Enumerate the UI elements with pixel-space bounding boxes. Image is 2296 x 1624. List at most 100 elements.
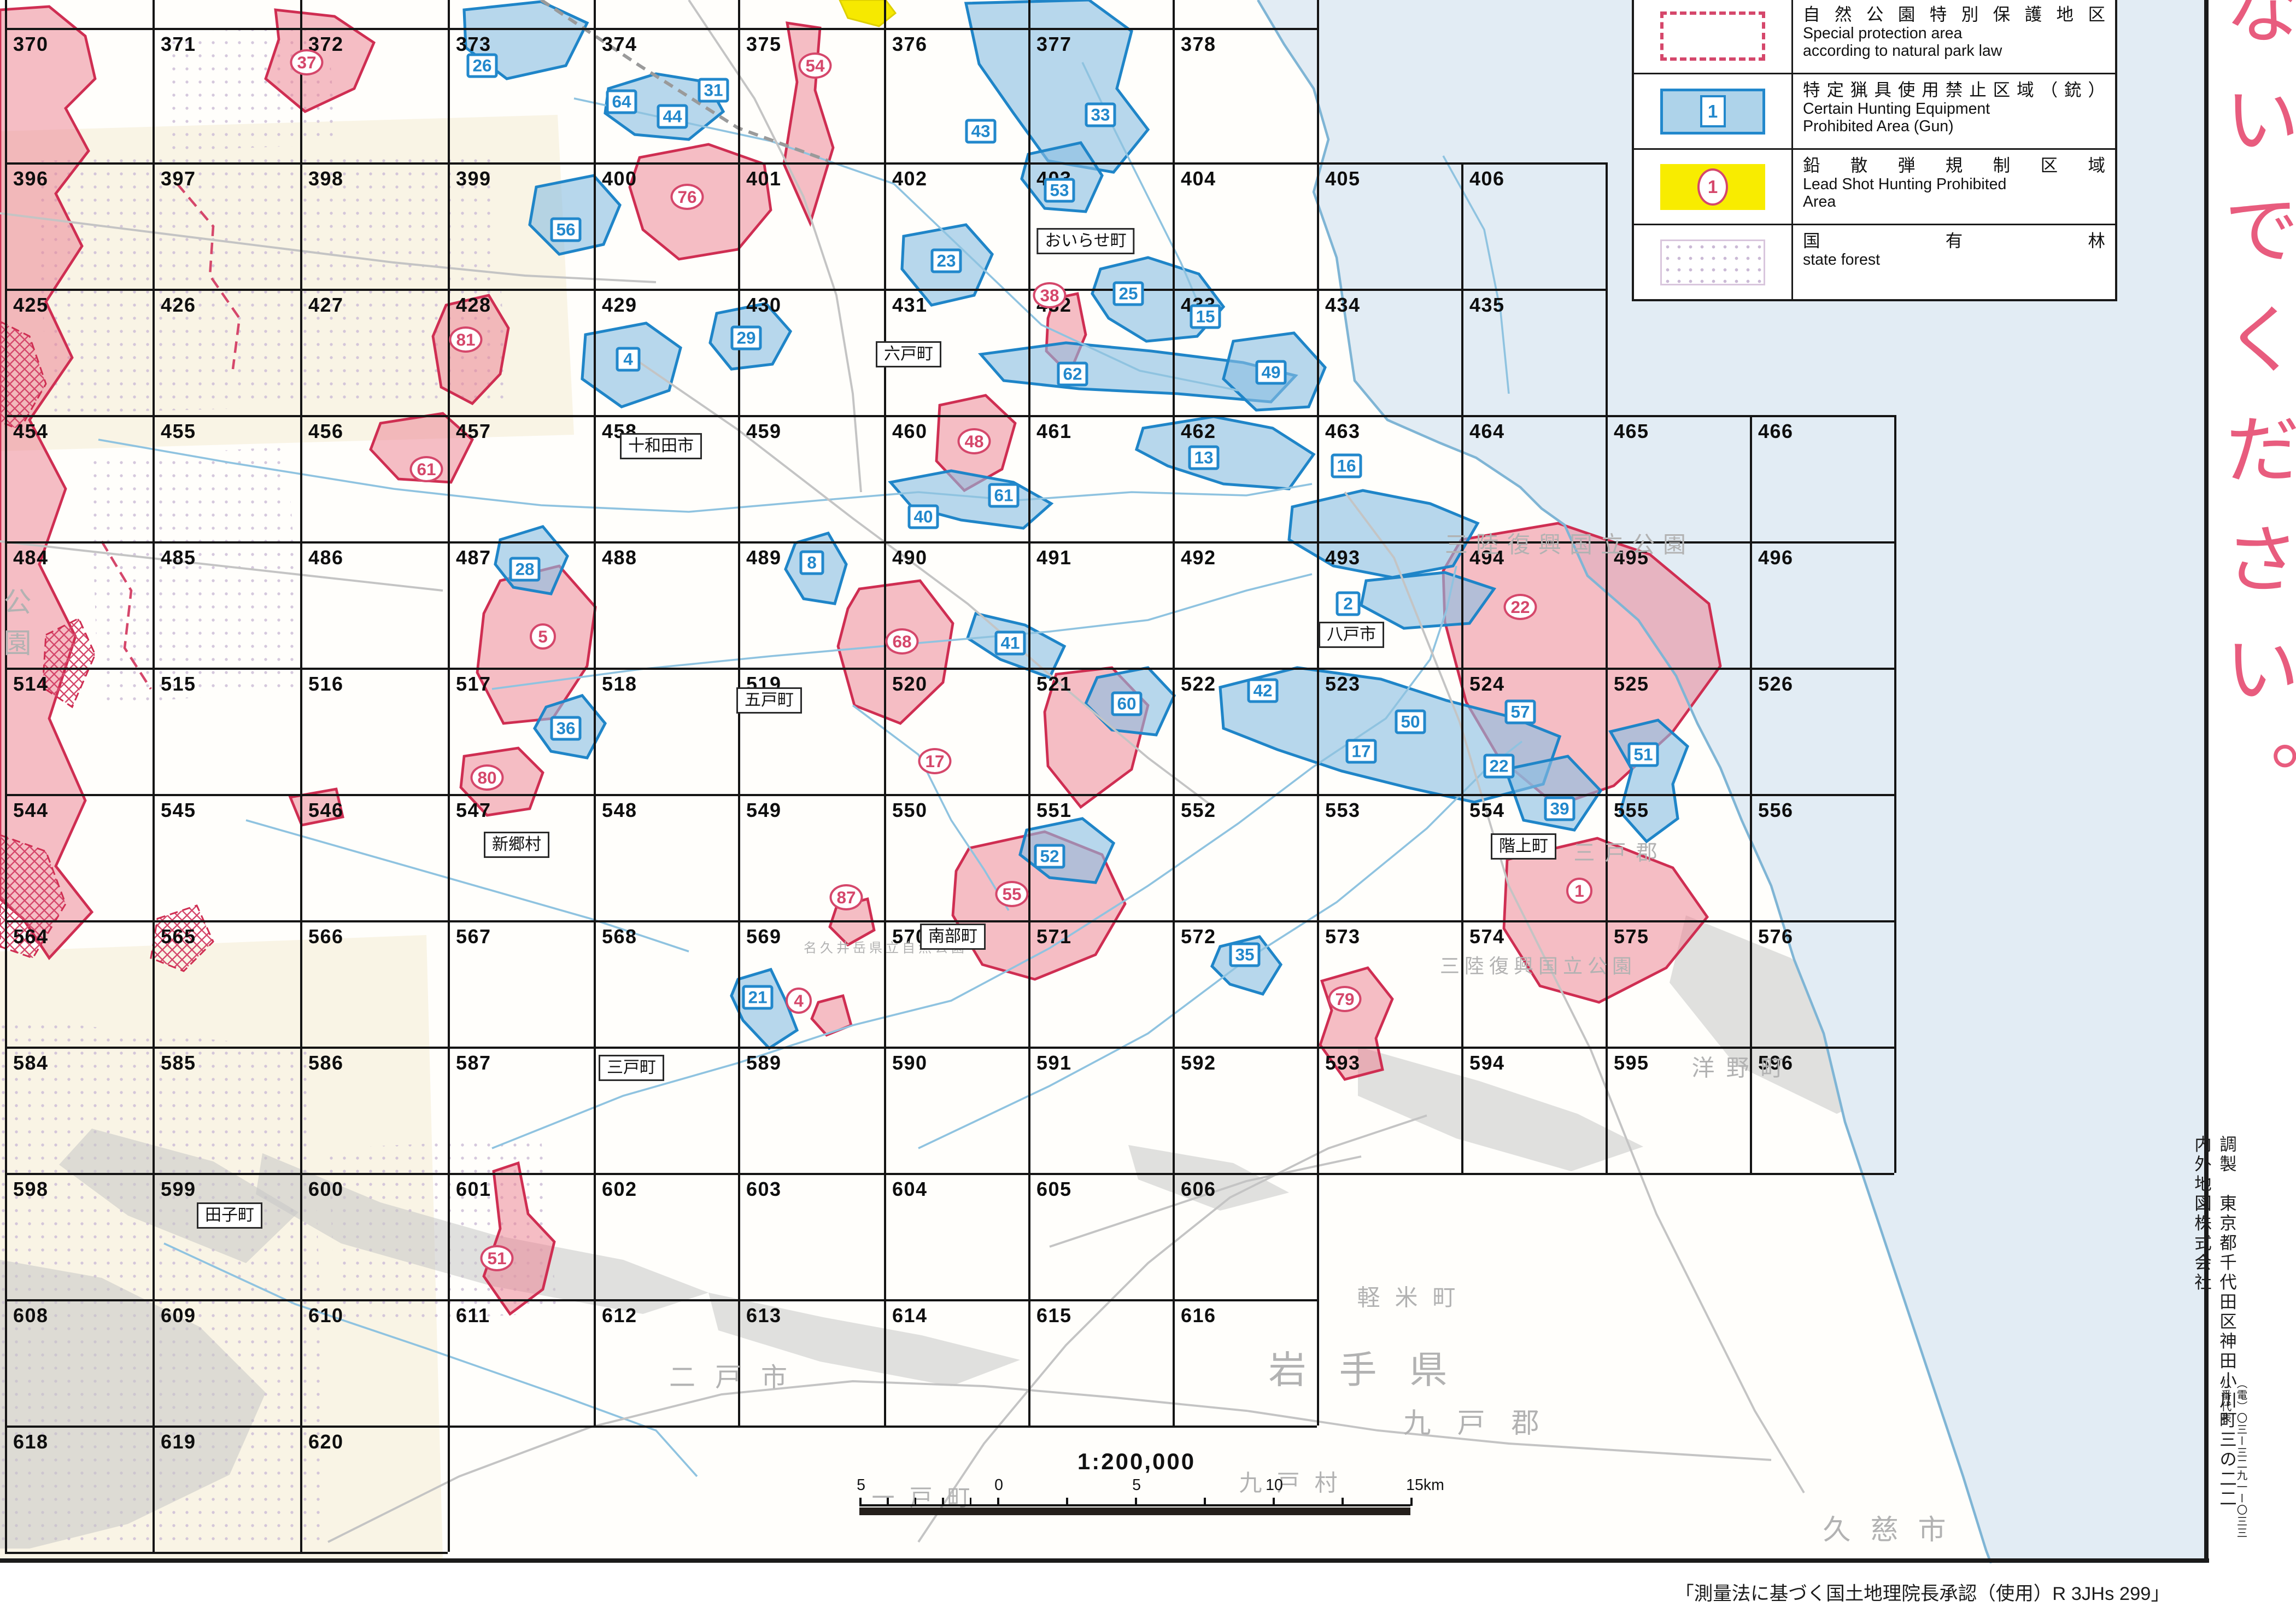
grid-col-line [5,0,7,162]
region-label: 九戸郡 [1403,1407,1566,1439]
grid-col-line [5,1299,7,1426]
grid-cell-number: 373 [456,33,491,55]
grid-col-line [1461,289,1463,415]
legend-row: 1 鉛散弾規制区域 Lead Shot Hunting Prohibited Area [1634,148,2115,224]
grid-col-line [448,289,450,415]
grid-col-line [1317,1173,1319,1299]
railway [540,0,829,162]
grid-col-line [153,289,155,415]
grid-col-line [1317,0,1319,162]
grid-col-line [1028,1047,1030,1173]
grid-row-line [5,1047,1894,1049]
grid-cell-number: 429 [602,294,637,316]
grid-col-line [153,1173,155,1299]
grid-col-line [153,920,155,1047]
legend-row: 自然公園特別保護地区 Special protection area accordi… [1634,0,2115,73]
grid-cell-number: 516 [308,673,344,695]
grid-cell-number: 566 [308,925,344,948]
legend-en-text: Lead Shot Hunting Prohibited [1803,176,2007,194]
protected-area-marker: 54 [798,52,832,79]
gun-prohibited-zone [1608,718,1690,844]
town-label: 三戸町 [599,1055,664,1081]
grid-col-line [1894,920,1896,1047]
grid-cell-number: 523 [1325,673,1361,695]
grid-row-line [5,794,1894,796]
gun-prohibited-marker: 62 [1057,361,1088,387]
grid-col-line [5,1047,7,1173]
gun-prohibited-marker: 15 [1190,304,1221,329]
grid-cell-number: 573 [1325,925,1361,948]
grid-cell-number: 428 [456,294,491,316]
grid-col-line [1894,668,1896,794]
grid-col-line [1317,1047,1319,1173]
region-label: 三陸復興国立公園 [1439,955,1637,977]
grid-cell-number: 405 [1325,167,1361,190]
grid-col-line [448,1173,450,1299]
grid-col-line [1173,1299,1175,1426]
grid-cell-number: 487 [456,546,491,569]
grid-cell-number: 435 [1469,294,1505,316]
grid-cell-number: 486 [308,546,344,569]
grid-col-line [448,162,450,289]
grid-col-line [1028,415,1030,541]
road [688,0,862,493]
grid-cell-number: 460 [892,420,928,442]
legend-jp-text: 特定猟具使用禁止区域（銃） [1803,80,2105,100]
region-label: 軽米町 [1357,1284,1471,1311]
grid-cell-number: 612 [602,1304,637,1327]
grid-col-line [1317,162,1319,289]
grid-col-line [884,1299,886,1426]
survey-approval-text: 「測量法に基づく国土地理院長承認（使用）R 3JHs 299」 [1675,1584,2170,1604]
region-label: 九戸村 [1239,1470,1352,1496]
grid-cell-number: 431 [892,294,928,316]
grid-row-line [5,668,1894,670]
grid-cell-number: 524 [1469,673,1505,695]
grid-cell-number: 466 [1758,420,1794,442]
publisher-text: 調製 東京都千代田区神田小川町三の二二 内外地図株式会社 [2192,1135,2237,1529]
gun-prohibited-marker: 51 [1627,742,1659,767]
town-label: 田子町 [197,1202,262,1229]
grid-cell-number: 586 [308,1051,344,1074]
grid-cell-number: 574 [1469,925,1505,948]
protected-area-zone [482,1161,556,1316]
gun-prohibited-marker: 17 [1345,739,1377,764]
grid-cell-number: 461 [1036,420,1072,442]
prefecture-border-shading [59,1129,298,1263]
gun-prohibited-marker: 26 [466,53,498,78]
grid-col-line [1317,289,1319,415]
grid-cell-number: 399 [456,167,491,190]
grid-col-line [1317,794,1319,920]
grid-col-line [5,415,7,541]
grid-col-line [1461,415,1463,541]
gun-prohibited-marker: 40 [907,504,939,529]
scale-ratio: 1:200,000 [1077,1448,1196,1474]
lead-shot-zone [839,0,897,27]
gun-prohibited-marker: 60 [1111,691,1143,716]
grid-col-line [5,541,7,668]
grid-cell-number: 496 [1758,546,1794,569]
grid-cell-number: 370 [13,33,49,55]
scale-bar-graphic [853,1498,1420,1516]
grid-col-line [1173,920,1175,1047]
grid-cell-number: 598 [13,1178,49,1200]
grid-col-line [884,162,886,289]
grid-cell-number: 490 [892,546,928,569]
scale-bar: 1:200,000 5 0 5 10 15km [853,1448,1444,1516]
grid-col-line [594,1173,596,1299]
grid-col-line [153,1299,155,1426]
grid-col-line [448,668,450,794]
grid-cell-number: 546 [308,799,344,821]
grid-cell-number: 492 [1181,546,1216,569]
grid-col-line [738,415,740,541]
grid-cell-number: 556 [1758,799,1794,821]
gun-prohibited-marker: 8 [799,550,824,575]
grid-col-line [1606,794,1608,920]
grid-col-line [1173,668,1175,794]
protected-area-marker: 48 [957,428,991,454]
grid-cell-number: 404 [1181,167,1216,190]
region-label: 三陸復興国立公園 [1444,531,1695,558]
gun-prohibited-marker: 35 [1229,942,1261,967]
grid-col-line [1173,289,1175,415]
publisher-phone-text: （電）〇三ー三二九一ー〇三三八番代表 [2219,1378,2247,1539]
